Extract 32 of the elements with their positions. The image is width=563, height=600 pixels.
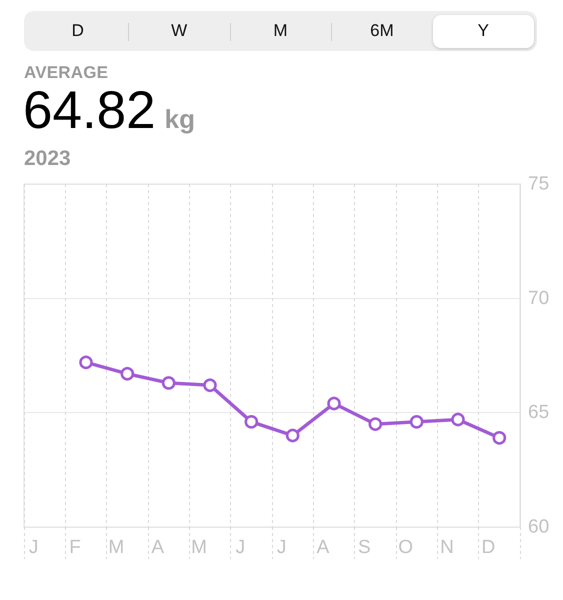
x-tick-label: S (358, 537, 371, 558)
x-tick-label: M (108, 537, 124, 558)
point (203, 378, 217, 392)
y-tick-label: 75 (528, 174, 550, 194)
point (410, 415, 424, 429)
chart-title: 64.82 kg (23, 81, 195, 140)
x-tick-label: J (276, 537, 286, 558)
x-tick-label: J (28, 537, 38, 558)
segmented-control: D W M 6M Y (24, 11, 537, 51)
point (368, 417, 382, 431)
x-tick-label: N (440, 537, 454, 558)
y-tick-label: 65 (528, 402, 550, 424)
x-tick-label: A (316, 537, 330, 558)
x-tick-label: J (236, 537, 246, 558)
y-tick-label: 60 (528, 516, 550, 538)
segment-button: Y (432, 14, 534, 48)
point (162, 376, 176, 390)
point (120, 366, 134, 381)
x-tick-label: M (191, 537, 207, 558)
chart-subtitle: 2023 (24, 147, 71, 171)
y-tick-label: 70 (528, 288, 550, 309)
text: AVERAGE (24, 63, 108, 83)
x-tick-label: A (151, 537, 164, 558)
x-tick-label: O (398, 537, 414, 558)
x-tick-label: F (69, 537, 81, 558)
point (244, 415, 258, 429)
point (451, 412, 465, 426)
point (492, 431, 506, 445)
point (79, 356, 93, 370)
point (286, 428, 300, 442)
x-tick-label: D (481, 537, 496, 558)
point (327, 396, 341, 410)
